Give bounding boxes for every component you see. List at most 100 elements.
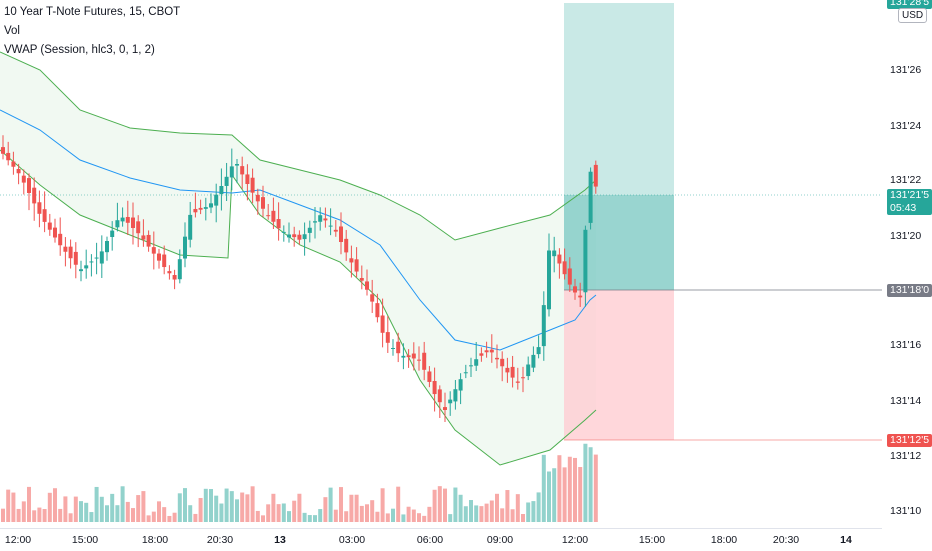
volume-bar [479,506,484,522]
time-axis[interactable]: 12:00 15:00 18:00 20:30 13 03:00 06:00 0… [0,528,882,551]
candle-body [370,294,375,302]
current-price-value: 131'21'5 [890,189,930,201]
price-chart-canvas[interactable] [0,0,882,528]
candle-body [536,347,541,355]
volume-bar [562,467,567,522]
candle-body [27,178,31,193]
volume-bar [328,487,333,522]
volume-bar [84,502,89,522]
candle-body [84,265,89,269]
candle-body [63,246,68,252]
candle-body [521,377,525,379]
candle-body [146,234,151,247]
volume-bar [219,503,224,522]
volume-bar [146,515,151,522]
candle-body [73,251,78,265]
volume-bar [448,514,453,522]
volume-bar [573,457,577,522]
candle-body [287,234,291,238]
candle-body [588,171,593,223]
volume-bar [183,488,187,522]
volume-bar [162,507,167,522]
volume-bar [42,509,47,522]
volume-bar [240,492,245,522]
volume-bar [1,508,5,522]
price-tick: 131'26 [890,64,922,76]
volume-bar [365,504,369,522]
current-price-label: 131'21'5 05:43 [887,189,932,215]
volume-bar [297,493,302,522]
candle-body [68,246,73,259]
candle-body [99,251,104,264]
volume-bar [443,488,447,522]
candle-body [385,332,390,343]
volume-bar [255,510,260,522]
vwap-upper-band [0,51,597,241]
volume-bar [63,496,68,522]
candle-body [484,350,489,353]
volume-bar [495,493,499,522]
loss-zone [564,290,674,440]
volume-bar [157,501,161,522]
candlestick-series [1,135,598,422]
time-tick: 18:00 [710,534,738,546]
candle-body [193,208,198,213]
volume-bar [99,496,104,522]
volume-bar [167,515,172,522]
volume-bar [370,500,375,522]
candle-body [209,203,213,208]
volume-bar [411,509,416,522]
candle-body [203,207,208,209]
legend-volume[interactable]: Vol [4,25,20,37]
volume-bar [333,509,338,522]
volume-bar [281,503,286,522]
volume-bar [437,486,442,522]
volume-bar [552,468,557,522]
candle-body [136,221,141,234]
candle-body [131,217,135,228]
currency-button[interactable]: USD [898,8,928,23]
candle-body [333,229,338,232]
vwap-line [0,109,597,351]
volume-bar [292,500,297,522]
candle-body [448,399,453,404]
candle-body [318,215,323,222]
legend-vwap[interactable]: VWAP (Session, hlc3, 0, 1, 2) [4,44,155,56]
candle-body [177,259,182,280]
volume-bar [73,496,78,522]
volume-bar [474,505,479,522]
candle-body [115,220,120,228]
legend-symbol[interactable]: 10 Year T-Note Futures, 15, CBOT [4,6,181,18]
volume-bar [339,487,343,522]
time-tick: 20:30 [206,534,234,546]
candle-body [32,187,37,204]
volume-bar [120,486,125,522]
candle-body [458,379,463,391]
volume-bar [547,471,551,522]
candle-body [365,281,369,290]
candle-body [380,315,385,333]
price-axis[interactable]: 131'26 131'24 131'22 131'20 131'16 131'1… [882,0,932,528]
candle-body [245,174,250,184]
candle-body [505,367,510,373]
candle-body [89,261,94,263]
volume-bar [68,513,73,522]
volume-bar [453,487,458,522]
volume-bar [391,508,395,522]
vwap-lower-band [0,149,597,466]
volume-bar [136,495,141,522]
volume-bar [521,513,525,522]
volume-bar [79,501,83,522]
candle-body [422,352,427,370]
candle-body [453,389,458,402]
volume-bar [141,491,146,522]
candle-body [479,353,484,356]
volume-bar [578,467,583,522]
time-tick: 09:00 [486,534,514,546]
volume-bar [427,506,432,522]
volume-bar [567,456,572,522]
volume-bar [21,501,26,522]
volume-bar [235,499,239,522]
volume-bar [385,513,390,522]
volume-bar [505,490,510,522]
